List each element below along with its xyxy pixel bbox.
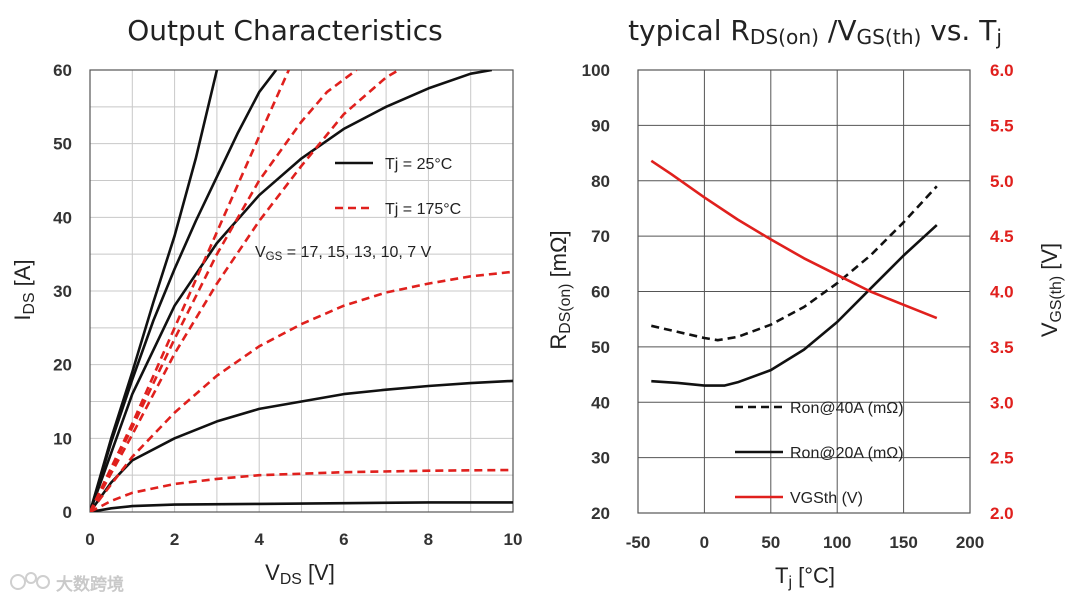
y-tick-label: 60 bbox=[53, 61, 72, 80]
y-tick-label: 50 bbox=[591, 338, 610, 357]
vgs-annotation: VGS = 17, 15, 13, 10, 7 V bbox=[255, 244, 432, 263]
x-tick-label: 8 bbox=[424, 530, 433, 549]
x-tick-label: -50 bbox=[626, 533, 651, 552]
series-line bbox=[90, 379, 513, 512]
x-tick-label: 6 bbox=[339, 530, 348, 549]
y2-tick-label: 4.0 bbox=[990, 283, 1014, 302]
legend-label: Tj = 25°C bbox=[385, 156, 452, 173]
legend: Tj = 25°C Tj = 175°C bbox=[335, 156, 461, 218]
y-tick-label: 40 bbox=[53, 208, 72, 227]
watermark-logo: 大数跨境 bbox=[10, 572, 124, 595]
x-tick-label: 150 bbox=[889, 533, 917, 552]
y-tick-label: 70 bbox=[591, 227, 610, 246]
y-tick-label: 80 bbox=[591, 172, 610, 191]
series-line bbox=[650, 159, 938, 320]
y-tick-label: 90 bbox=[591, 116, 610, 135]
y2-tick-label: 3.0 bbox=[990, 393, 1014, 412]
x-tick-label: 100 bbox=[823, 533, 851, 552]
series-group bbox=[650, 159, 938, 387]
watermark-icon bbox=[36, 575, 50, 589]
x-tick-label: 4 bbox=[254, 530, 264, 549]
plot-frame bbox=[637, 69, 971, 514]
series-line bbox=[90, 501, 513, 512]
x-tick-label: 200 bbox=[956, 533, 984, 552]
series-line bbox=[90, 70, 400, 512]
chart-title: Output Characteristics bbox=[127, 14, 443, 47]
y-tick-label: 30 bbox=[53, 282, 72, 301]
x-tick-label: 10 bbox=[504, 530, 523, 549]
y2-tick-label: 5.0 bbox=[990, 172, 1014, 191]
legend-label: Ron@20A (mΩ) bbox=[790, 445, 904, 462]
y2-tick-label: 6.0 bbox=[990, 61, 1014, 80]
y-tick-label: 40 bbox=[591, 393, 610, 412]
series-group bbox=[90, 70, 513, 512]
watermark-icon bbox=[25, 572, 37, 584]
x-tick-label: 50 bbox=[761, 533, 780, 552]
series-line bbox=[90, 70, 358, 512]
y-tick-label: 0 bbox=[63, 503, 72, 522]
plot-frame bbox=[89, 69, 514, 513]
y2-tick-label: 3.5 bbox=[990, 338, 1014, 357]
series-line bbox=[90, 70, 278, 512]
y-tick-label: 30 bbox=[591, 449, 610, 468]
y-tick-label: 100 bbox=[582, 61, 610, 80]
y-tick-label: 20 bbox=[53, 356, 72, 375]
legend: Ron@40A (mΩ) Ron@20A (mΩ) VGSth (V) bbox=[735, 400, 904, 507]
y-tick-label: 60 bbox=[591, 283, 610, 302]
x-tick-label: 2 bbox=[170, 530, 179, 549]
legend-label: Tj = 175°C bbox=[385, 201, 461, 218]
y2-tick-label: 5.5 bbox=[990, 116, 1014, 135]
y-tick-label: 50 bbox=[53, 135, 72, 154]
chart-left: 0 2 4 6 8 10 0 10 20 30 40 50 60 Output Characteristi… bbox=[10, 14, 522, 588]
series-line bbox=[90, 70, 290, 512]
y2-axis-label: VGS(th) [V] bbox=[1037, 243, 1065, 337]
series-line bbox=[651, 185, 938, 342]
watermark-text: 大数跨境 bbox=[56, 574, 124, 595]
x-axis-label: Tj [°C] bbox=[775, 563, 835, 591]
chart-right: -50 0 50 100 150 200 20 30 40 50 60 70 80 90 100 2.0 2.5… bbox=[546, 14, 1065, 591]
y2-tick-label: 4.5 bbox=[990, 227, 1014, 246]
x-tick-label: 0 bbox=[85, 530, 94, 549]
x-axis-label: VDS [V] bbox=[265, 560, 335, 588]
y2-tick-label: 2.0 bbox=[990, 504, 1014, 523]
series-line bbox=[90, 270, 513, 512]
watermark-icon bbox=[10, 574, 26, 590]
y-tick-label: 10 bbox=[53, 429, 72, 448]
series-line bbox=[90, 468, 513, 512]
series-line bbox=[90, 70, 493, 512]
legend-label: VGSth (V) bbox=[790, 490, 863, 507]
y2-tick-label: 2.5 bbox=[990, 449, 1014, 468]
legend-label: Ron@40A (mΩ) bbox=[790, 400, 904, 417]
chart-title: typical RDS(on) /VGS(th) vs. Tj bbox=[628, 14, 1002, 49]
x-tick-label: 0 bbox=[700, 533, 709, 552]
series-line bbox=[651, 224, 938, 387]
y-axis-label: IDS [A] bbox=[10, 259, 38, 320]
y-tick-label: 20 bbox=[591, 504, 610, 523]
y-axis-label: RDS(on) [mΩ] bbox=[546, 230, 574, 349]
